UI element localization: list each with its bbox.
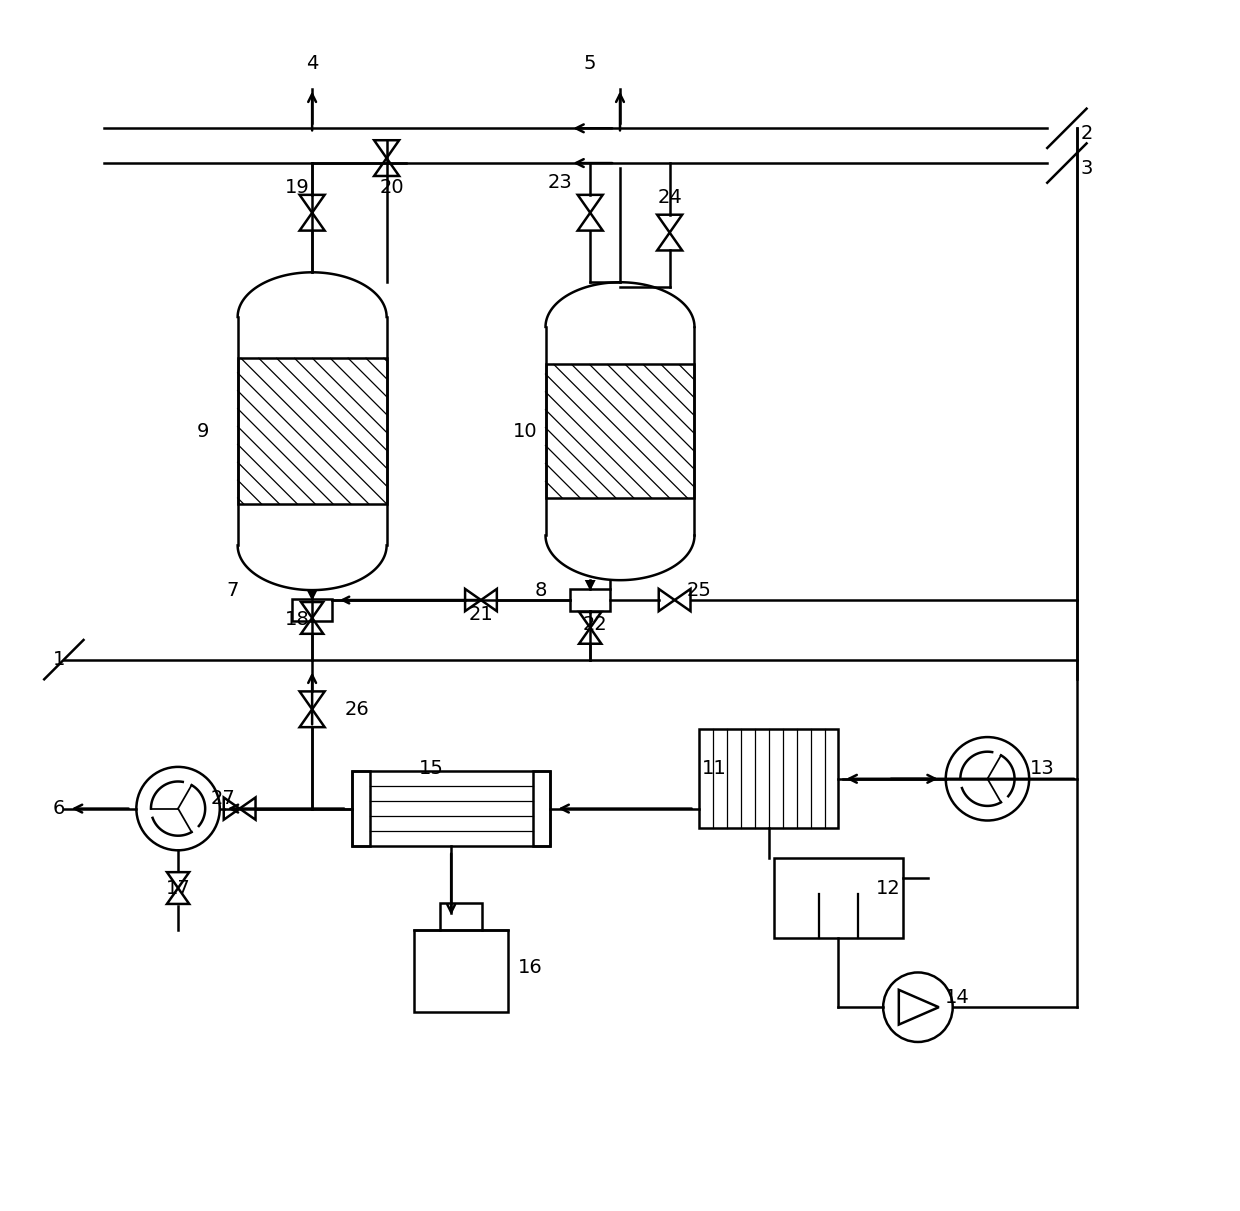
Text: 12: 12 (875, 878, 900, 897)
Text: 1: 1 (53, 650, 64, 670)
Bar (699, 729, 838, 828)
Bar (440, 903, 482, 930)
FancyArrow shape (309, 570, 316, 598)
Bar (414, 930, 508, 1012)
Text: 27: 27 (211, 790, 236, 808)
Text: 9: 9 (197, 421, 210, 441)
Bar (352, 771, 551, 845)
Text: 16: 16 (518, 958, 543, 977)
Text: 6: 6 (53, 799, 64, 819)
Bar (238, 358, 387, 504)
Text: 20: 20 (379, 178, 404, 197)
Text: 2: 2 (1080, 124, 1092, 143)
Text: 23: 23 (548, 173, 573, 193)
Text: 11: 11 (702, 759, 727, 779)
Text: 4: 4 (306, 54, 319, 73)
Bar (238, 272, 387, 590)
Text: 24: 24 (657, 189, 682, 207)
Text: 22: 22 (583, 615, 608, 635)
Bar (546, 365, 694, 498)
Bar (533, 771, 551, 845)
FancyArrow shape (587, 561, 594, 589)
Bar (293, 599, 332, 621)
Text: 10: 10 (513, 421, 538, 441)
Text: 19: 19 (285, 178, 310, 197)
Bar (352, 771, 370, 845)
Text: 14: 14 (945, 988, 970, 1006)
Text: 7: 7 (227, 580, 239, 599)
Text: 17: 17 (166, 878, 191, 897)
Text: 18: 18 (285, 610, 310, 630)
Text: 8: 8 (534, 580, 547, 599)
Bar (570, 589, 610, 612)
Text: 15: 15 (419, 759, 444, 779)
Text: 21: 21 (469, 606, 494, 625)
Text: 25: 25 (687, 580, 712, 599)
Bar (774, 859, 903, 937)
Text: 3: 3 (1080, 159, 1092, 178)
Text: 13: 13 (1029, 759, 1054, 779)
Bar (546, 282, 694, 580)
Text: 5: 5 (584, 54, 596, 73)
Text: 26: 26 (345, 700, 370, 719)
